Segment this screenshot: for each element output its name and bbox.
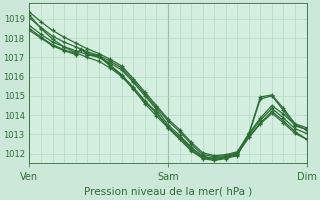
X-axis label: Pression niveau de la mer( hPa ): Pression niveau de la mer( hPa ) bbox=[84, 187, 252, 197]
